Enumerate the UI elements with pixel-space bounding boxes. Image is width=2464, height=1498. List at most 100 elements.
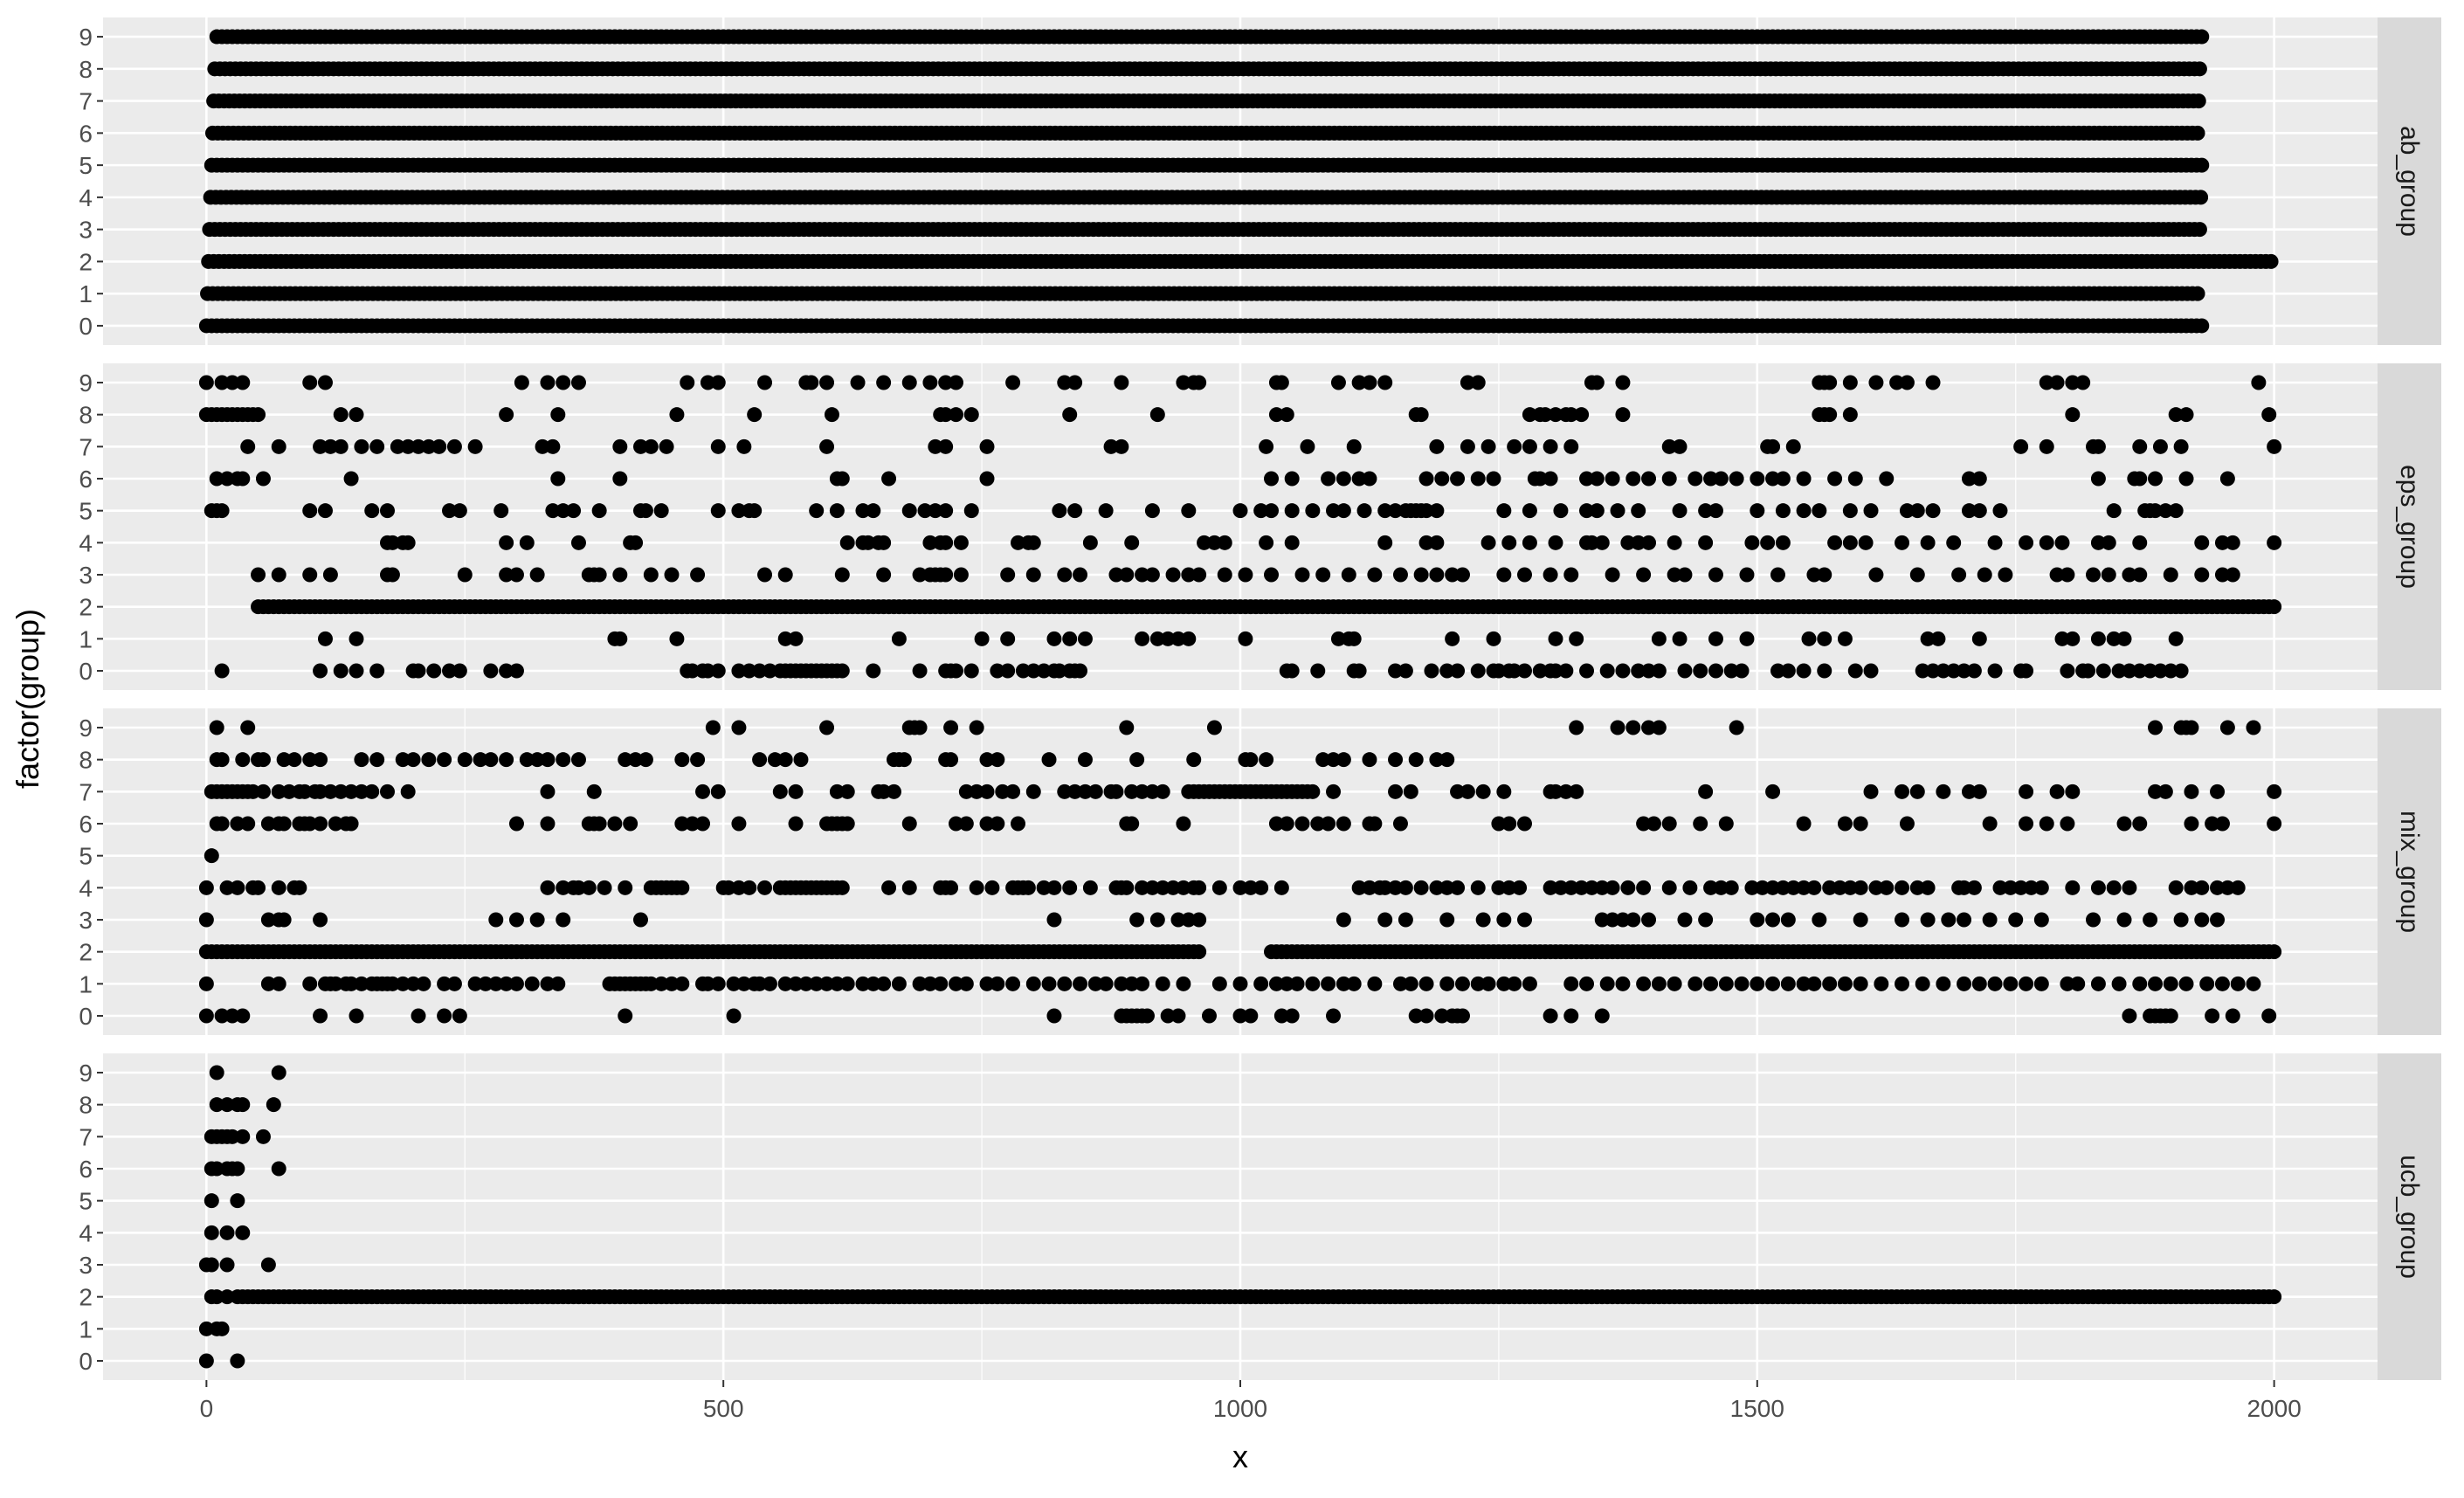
data-point bbox=[1537, 407, 1553, 423]
data-point bbox=[1858, 535, 1874, 550]
data-point bbox=[963, 663, 979, 679]
data-point bbox=[2039, 535, 2054, 550]
data-point bbox=[1703, 471, 1719, 487]
data-point bbox=[2178, 471, 2194, 487]
data-point bbox=[1103, 438, 1119, 454]
facet-strip-label: eps_group bbox=[2395, 465, 2424, 589]
data-point bbox=[240, 438, 256, 454]
data-point bbox=[1631, 663, 1646, 679]
data-point bbox=[1920, 631, 1936, 646]
data-point bbox=[1000, 567, 1016, 583]
data-point bbox=[556, 503, 571, 519]
data-point bbox=[322, 438, 338, 454]
data-point bbox=[1025, 567, 1041, 583]
data-point bbox=[1057, 375, 1073, 390]
data-point bbox=[1259, 438, 1274, 454]
y-tick-label: 4 bbox=[79, 184, 93, 211]
data-point bbox=[467, 438, 483, 454]
data-point bbox=[731, 503, 747, 519]
data-point bbox=[1822, 407, 1838, 423]
data-point bbox=[1708, 663, 1723, 679]
data-point bbox=[860, 535, 876, 550]
data-point bbox=[938, 567, 954, 583]
data-point bbox=[442, 503, 458, 519]
data-point bbox=[1563, 567, 1579, 583]
data-point bbox=[1987, 663, 2003, 679]
data-point bbox=[1377, 503, 1393, 519]
y-tick-label: 3 bbox=[79, 562, 93, 589]
data-point bbox=[1367, 567, 1383, 583]
data-point bbox=[556, 375, 571, 390]
data-point bbox=[1176, 375, 1191, 390]
data-point bbox=[1114, 438, 1129, 454]
data-point bbox=[426, 663, 442, 679]
data-point bbox=[2086, 567, 2101, 583]
data-point bbox=[1165, 567, 1181, 583]
data-point bbox=[1760, 535, 1776, 550]
data-point bbox=[1925, 663, 1941, 679]
data-point bbox=[777, 567, 793, 583]
data-point bbox=[1356, 503, 1372, 519]
data-point bbox=[669, 407, 685, 423]
data-point bbox=[2163, 663, 2178, 679]
data-point bbox=[2251, 375, 2267, 390]
data-point bbox=[1108, 567, 1124, 583]
data-point bbox=[545, 438, 561, 454]
data-point bbox=[1486, 631, 1501, 646]
data-point bbox=[1336, 471, 1351, 487]
data-point bbox=[1827, 471, 1843, 487]
data-point bbox=[2152, 663, 2168, 679]
data-point bbox=[224, 375, 240, 390]
data-point bbox=[2065, 631, 2081, 646]
data-point bbox=[235, 375, 251, 390]
data-point bbox=[979, 438, 995, 454]
facet-strip bbox=[2378, 17, 2441, 345]
data-point bbox=[700, 375, 715, 390]
data-point bbox=[1620, 535, 1636, 550]
data-point bbox=[1119, 567, 1135, 583]
data-point bbox=[1688, 471, 1703, 487]
data-point bbox=[979, 471, 995, 487]
data-point bbox=[570, 535, 586, 550]
data-point bbox=[1326, 503, 1342, 519]
data-point bbox=[1491, 663, 1507, 679]
data-point bbox=[710, 663, 726, 679]
data-point bbox=[1615, 375, 1631, 390]
data-point bbox=[1558, 663, 1574, 679]
data-point bbox=[1429, 503, 1445, 519]
data-point bbox=[1957, 663, 1972, 679]
data-point bbox=[632, 438, 648, 454]
data-point bbox=[839, 535, 855, 550]
y-tick-label: 0 bbox=[79, 658, 93, 685]
data-point bbox=[1057, 567, 1073, 583]
data-point bbox=[612, 438, 628, 454]
data-point bbox=[1445, 631, 1460, 646]
y-tick-label: 6 bbox=[79, 811, 93, 838]
data-point bbox=[1346, 631, 1362, 646]
y-tick-label: 0 bbox=[79, 1003, 93, 1030]
data-point bbox=[1879, 471, 1895, 487]
data-point bbox=[990, 663, 1005, 679]
data-point bbox=[1563, 438, 1579, 454]
data-point bbox=[1569, 631, 1584, 646]
data-point bbox=[1351, 663, 1367, 679]
data-point bbox=[685, 663, 701, 679]
data-point bbox=[384, 567, 400, 583]
data-point bbox=[1268, 407, 1284, 423]
data-point bbox=[1279, 407, 1294, 423]
data-point bbox=[1144, 503, 1160, 519]
data-point bbox=[1584, 535, 1599, 550]
data-point bbox=[2267, 535, 2282, 550]
data-point bbox=[1496, 503, 1512, 519]
data-point bbox=[2194, 157, 2210, 173]
data-point bbox=[2049, 375, 2065, 390]
data-point bbox=[2143, 663, 2158, 679]
data-point bbox=[1046, 631, 1062, 646]
data-point bbox=[545, 503, 561, 519]
data-point bbox=[1114, 375, 1129, 390]
data-point bbox=[1631, 503, 1646, 519]
data-point bbox=[2214, 535, 2230, 550]
data-point bbox=[1098, 503, 1114, 519]
data-point bbox=[912, 663, 928, 679]
y-tick-label: 7 bbox=[79, 778, 93, 805]
